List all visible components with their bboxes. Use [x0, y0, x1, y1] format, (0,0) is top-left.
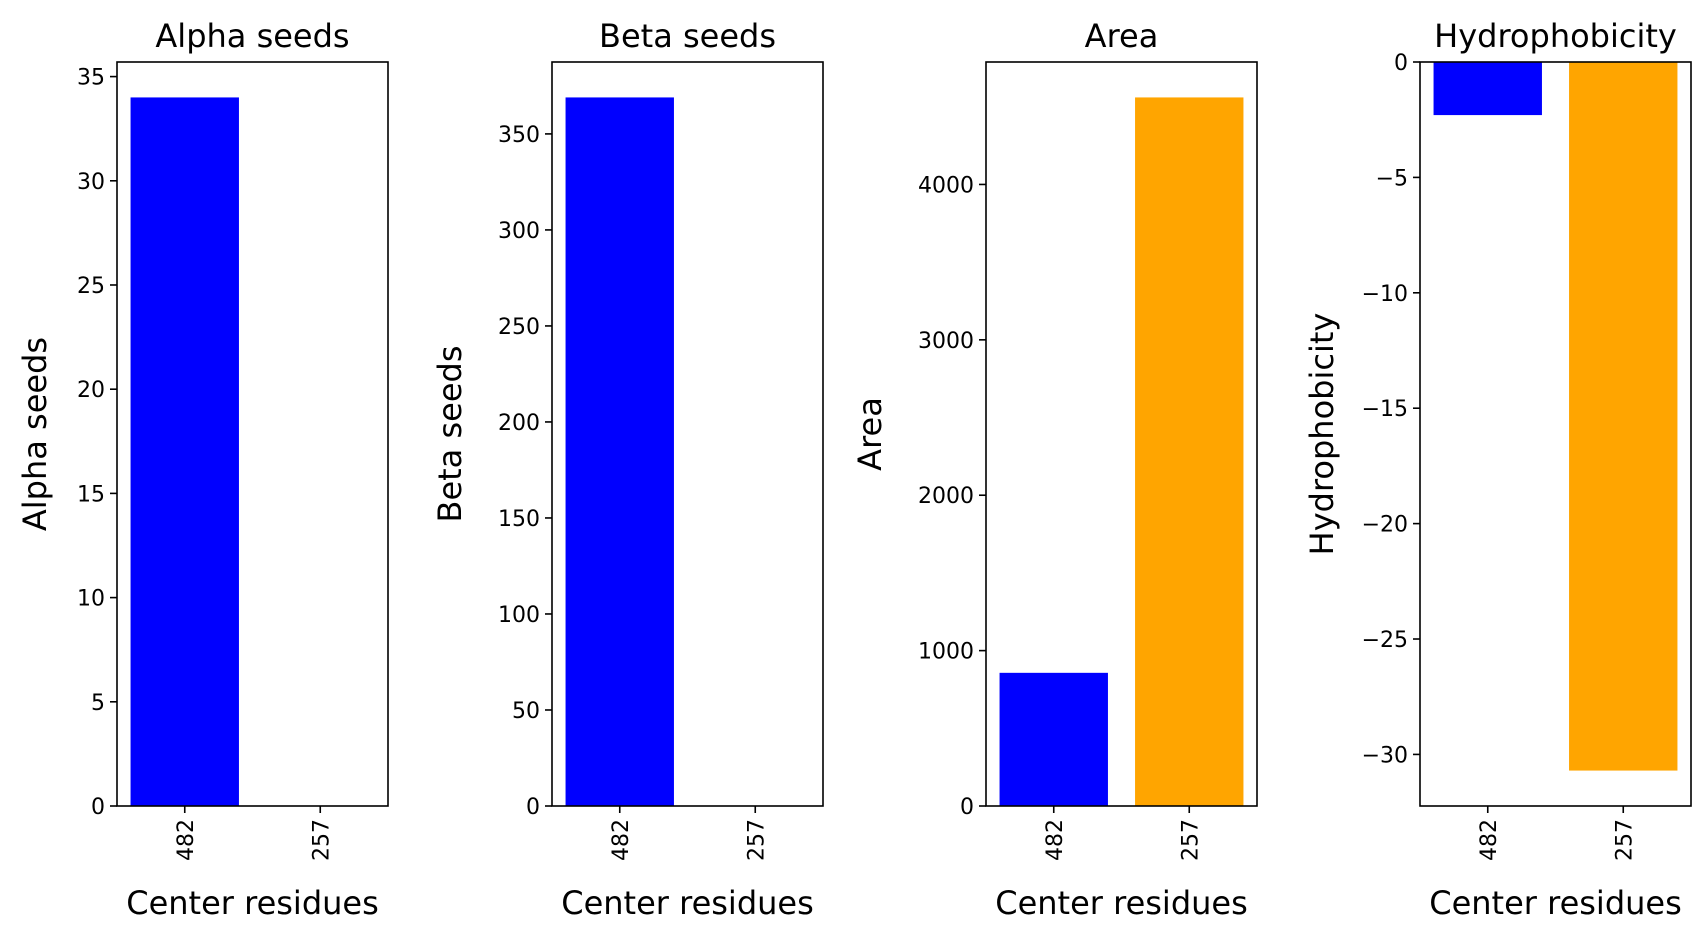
y-tick-label: −15 [1362, 397, 1408, 422]
bar-257 [1569, 62, 1678, 771]
x-axis-label: Center residues [995, 884, 1248, 922]
axes-frame [116, 61, 389, 807]
y-tick-label: 3000 [918, 329, 974, 354]
bar-257 [1135, 97, 1244, 807]
axes-frame [551, 61, 824, 807]
y-tick-label: 50 [512, 699, 540, 724]
x-tick-label: 482 [174, 819, 199, 861]
x-tick-label: 257 [1178, 819, 1203, 861]
y-tick-label: 25 [77, 274, 105, 299]
bar-482 [999, 672, 1108, 806]
x-tick-label: 482 [1477, 819, 1502, 861]
x-tick-label: 482 [609, 819, 634, 861]
y-axis-label: Beta seeds [431, 346, 469, 523]
y-tick-label: 15 [77, 482, 105, 507]
x-tick-label: 257 [744, 819, 769, 861]
chart-title: Alpha seeds [155, 17, 349, 55]
y-tick-label: 4000 [918, 173, 974, 198]
y-tick-label: 0 [960, 795, 974, 820]
x-tick-label: 257 [1612, 819, 1637, 861]
bar-482 [130, 97, 239, 807]
y-tick-label: −5 [1376, 166, 1408, 191]
x-tick-label: 482 [1043, 819, 1068, 861]
y-tick-label: 350 [498, 123, 540, 148]
y-tick-label: −25 [1362, 628, 1408, 653]
y-tick-label: −20 [1362, 513, 1408, 538]
y-tick-label: 1000 [918, 640, 974, 665]
y-tick-label: 2000 [918, 484, 974, 509]
subplot-1: 0 5 10 15 20 25 30 35 482 257 Alpha seeds Center re… [16, 17, 389, 922]
y-tick-label: −30 [1362, 743, 1408, 768]
y-axis-label: Area [851, 397, 889, 471]
bar-482 [565, 97, 674, 807]
subplot-4: 0 −5 −10 −15 −20 −25 −30 482 257 Hydrophobicity Ce… [1303, 17, 1692, 922]
y-tick-label: −10 [1362, 282, 1408, 307]
bar-482 [1433, 62, 1542, 116]
y-tick-label: 10 [77, 587, 105, 612]
y-tick-label: 20 [77, 378, 105, 403]
x-axis-label: Center residues [1429, 884, 1682, 922]
y-tick-label: 0 [1394, 51, 1408, 76]
y-tick-label: 100 [498, 603, 540, 628]
y-tick-label: 35 [77, 66, 105, 91]
y-tick-label: 5 [91, 691, 105, 716]
chart-title: Area [1085, 17, 1159, 55]
y-tick-label: 300 [498, 219, 540, 244]
chart-title: Beta seeds [599, 17, 776, 55]
y-tick-label: 150 [498, 507, 540, 532]
y-tick-label: 0 [526, 795, 540, 820]
chart-title: Hydrophobicity [1434, 17, 1677, 55]
y-axis-label: Hydrophobicity [1303, 313, 1341, 556]
axes-frame [1419, 61, 1692, 807]
y-axis-label: Alpha seeds [16, 337, 54, 531]
x-tick-label: 257 [309, 819, 334, 861]
subplot-3: 0 1000 2000 3000 4000 482 257 Area Center residu… [851, 17, 1258, 922]
x-axis-label: Center residues [126, 884, 379, 922]
y-tick-label: 0 [91, 795, 105, 820]
axes-frame [985, 61, 1258, 807]
x-axis-label: Center residues [561, 884, 814, 922]
y-tick-label: 250 [498, 315, 540, 340]
y-tick-label: 200 [498, 411, 540, 436]
subplot-2: 0 50 100 150 200 250 300 350 482 257 Beta seeds Cen… [431, 17, 824, 922]
y-tick-label: 30 [77, 170, 105, 195]
